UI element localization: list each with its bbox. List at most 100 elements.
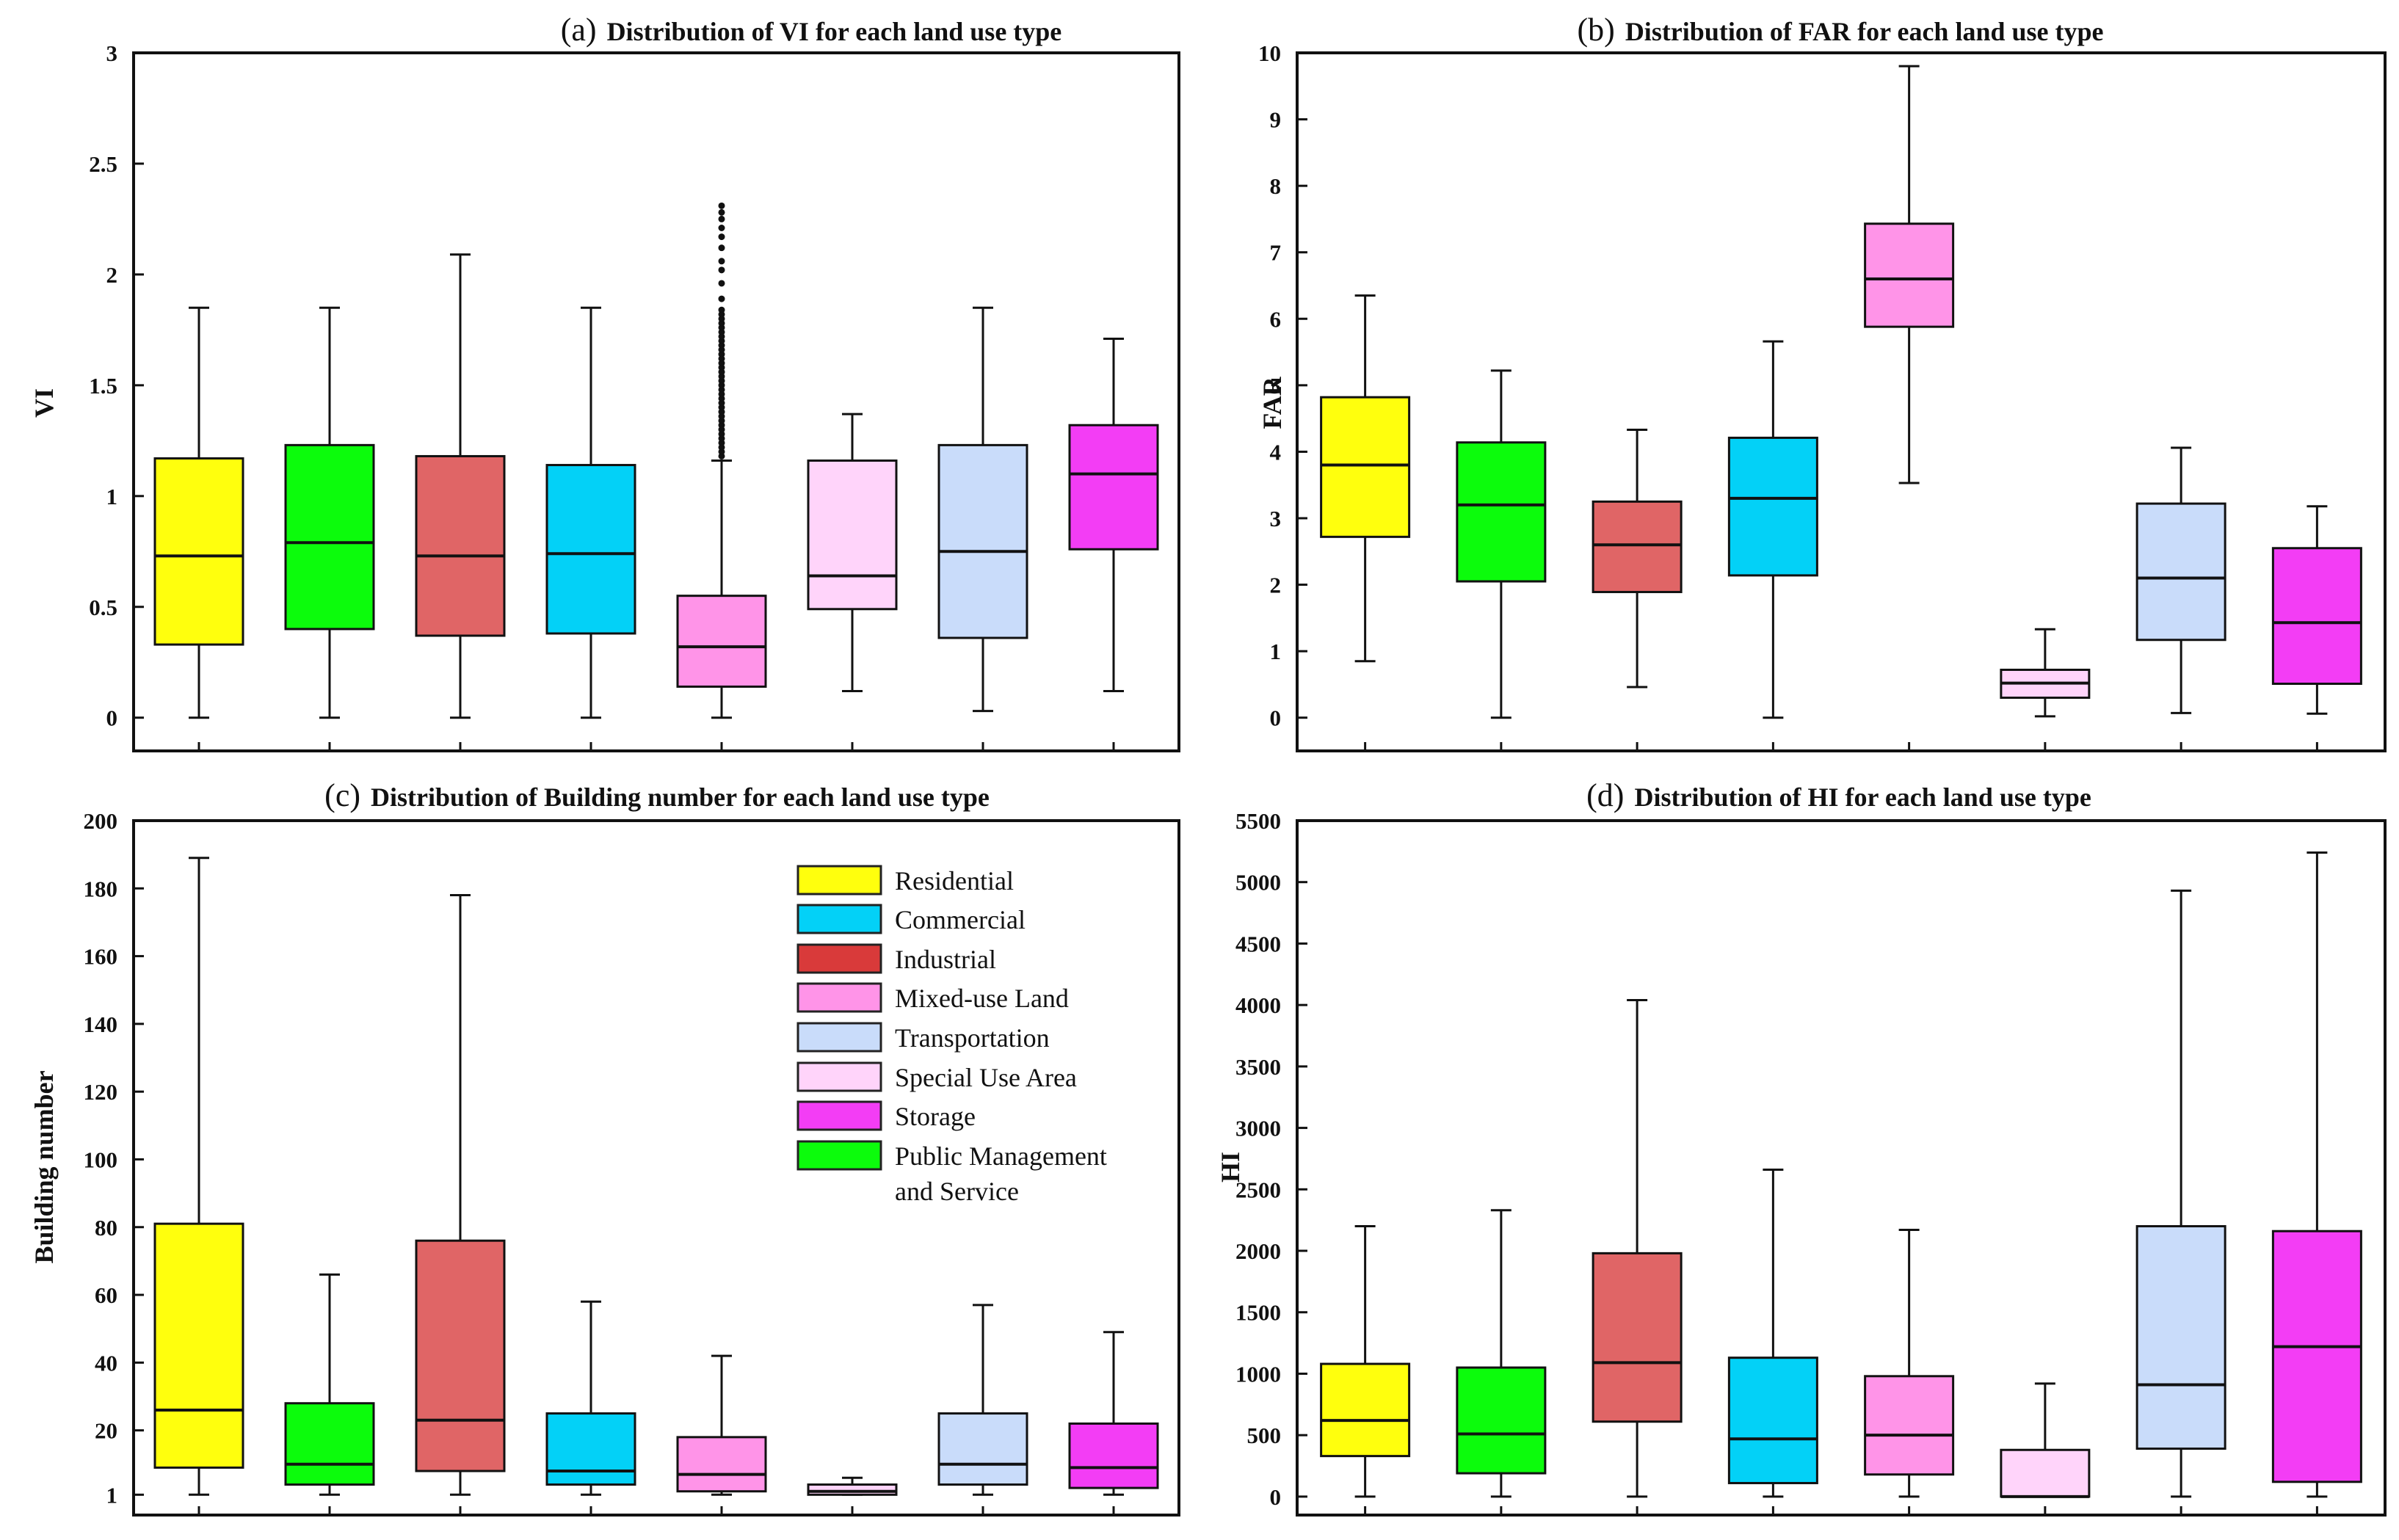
box-iqr (1727, 1356, 1818, 1484)
panel-d-yticks: 0 500 1000 1500 2000 2500 3000 3500 4000 4500 5000… (1235, 808, 2318, 1515)
outlier-point (718, 215, 725, 222)
box-iqr (153, 1222, 244, 1469)
box-5 (676, 202, 767, 719)
legend-label-special-use: Special Use Area (895, 1063, 1077, 1092)
legend-swatch-mixed-use (796, 982, 882, 1013)
ytick-label: 1 (106, 1482, 118, 1508)
outlier-point (718, 266, 725, 274)
box-3 (1592, 998, 1683, 1498)
box-iqr (676, 595, 767, 688)
box-2 (284, 306, 375, 719)
panel-d-title-text: Distribution of HI for each land use typ… (1634, 782, 2091, 812)
ytick-label: 0 (106, 705, 118, 731)
ytick-label: 1500 (1235, 1300, 1281, 1326)
box-iqr (153, 457, 244, 646)
box-1 (153, 857, 244, 1496)
legend-label-transportation: Transportation (895, 1023, 1050, 1053)
ytick-label: 120 (84, 1079, 118, 1105)
panel-b-frame (1296, 51, 2387, 752)
panel-c-letter: (c) (324, 777, 360, 813)
box-iqr (937, 443, 1028, 639)
ytick-label: 2500 (1235, 1177, 1281, 1202)
panel-b-ylabel: FAR (1257, 376, 1287, 429)
outlier-point (718, 306, 725, 313)
panel-c-frame (132, 819, 1180, 1517)
legend-label-industrial: Industrial (895, 945, 996, 974)
panel-c-title: (c) Distribution of Building number for e… (324, 777, 990, 813)
ytick-label: 1 (106, 484, 118, 509)
ytick-label: 60 (95, 1282, 117, 1308)
legend-swatch-special-use (796, 1061, 882, 1092)
box-iqr (1456, 1366, 1547, 1475)
box-7 (937, 1304, 1028, 1496)
outlier-point (718, 280, 725, 287)
panel-hi: (d) Distribution of HI for each land use … (1216, 777, 2387, 1517)
box-4 (1727, 1169, 1818, 1498)
panel-a-boxes (153, 202, 1159, 719)
box-iqr (807, 1483, 898, 1496)
outlier-point (718, 225, 725, 232)
box-6 (807, 1476, 898, 1496)
box-iqr (1592, 500, 1683, 594)
box-iqr (1456, 441, 1547, 583)
box-5 (676, 1354, 767, 1496)
box-iqr (415, 454, 506, 637)
box-iqr (284, 443, 375, 631)
legend-swatch-storage (796, 1100, 882, 1131)
outlier-point (718, 202, 725, 209)
panel-d-ylabel: HI (1216, 1152, 1245, 1183)
panel-b-boxes (1320, 65, 2362, 719)
box-iqr (2135, 502, 2226, 642)
ytick-label: 40 (95, 1350, 117, 1376)
ytick-label: 0.5 (89, 595, 117, 620)
ytick-label: 4000 (1235, 992, 1281, 1018)
panel-d-letter: (d) (1586, 777, 1624, 813)
box-6 (2000, 1382, 2091, 1498)
ytick-label: 6 (1270, 306, 1282, 332)
legend-label-residential: Residential (895, 866, 1014, 896)
legend-label-and-service: and Service (895, 1177, 1019, 1206)
ytick-label: 1000 (1235, 1361, 1281, 1387)
panel-c-ylabel: Building number (29, 1070, 59, 1263)
ytick-label: 1 (1270, 639, 1282, 664)
ytick-label: 2 (1270, 573, 1282, 598)
ytick-label: 3 (1270, 506, 1282, 531)
panel-a-letter: (a) (561, 12, 597, 48)
box-iqr (2135, 1225, 2226, 1450)
box-8 (2271, 851, 2362, 1498)
box-8 (1068, 1331, 1159, 1496)
box-1 (1320, 294, 1411, 663)
box-iqr (2000, 1448, 2091, 1498)
box-3 (1592, 429, 1683, 689)
box-iqr (1864, 222, 1955, 328)
box-iqr (284, 1402, 375, 1486)
legend-label-commercial: Commercial (895, 905, 1026, 934)
box-iqr (937, 1412, 1028, 1486)
ytick-label: 7 (1270, 240, 1282, 266)
legend-swatch-industrial (796, 943, 882, 974)
box-1 (1320, 1225, 1411, 1498)
box-5 (1864, 1229, 1955, 1498)
box-3 (415, 253, 506, 719)
box-iqr (676, 1436, 767, 1493)
panel-b-title: (b) Distribution of FAR for each land use… (1578, 12, 2104, 48)
ytick-label: 9 (1270, 107, 1282, 133)
panel-building-number: (c) Distribution of Building number for e… (29, 777, 1180, 1517)
ytick-label: 8 (1270, 173, 1282, 199)
legend-swatch-transportation (796, 1022, 882, 1053)
ytick-label: 5000 (1235, 870, 1281, 896)
ytick-label: 140 (84, 1011, 118, 1037)
legend-label-mixed-use: Mixed-use Land (895, 984, 1069, 1013)
box-3 (415, 894, 506, 1496)
ytick-label: 160 (84, 944, 118, 970)
ytick-label: 2000 (1235, 1238, 1281, 1264)
ytick-label: 80 (95, 1215, 117, 1241)
panel-vi: (a) Distribution of VI for each land use … (29, 12, 1180, 752)
ytick-label: 2.5 (89, 151, 117, 177)
ytick-label: 4 (1270, 439, 1282, 465)
ytick-label: 0 (1270, 1484, 1282, 1510)
outlier-point (718, 233, 725, 241)
ytick-label: 3 (106, 40, 118, 66)
ytick-label: 5500 (1235, 808, 1281, 834)
